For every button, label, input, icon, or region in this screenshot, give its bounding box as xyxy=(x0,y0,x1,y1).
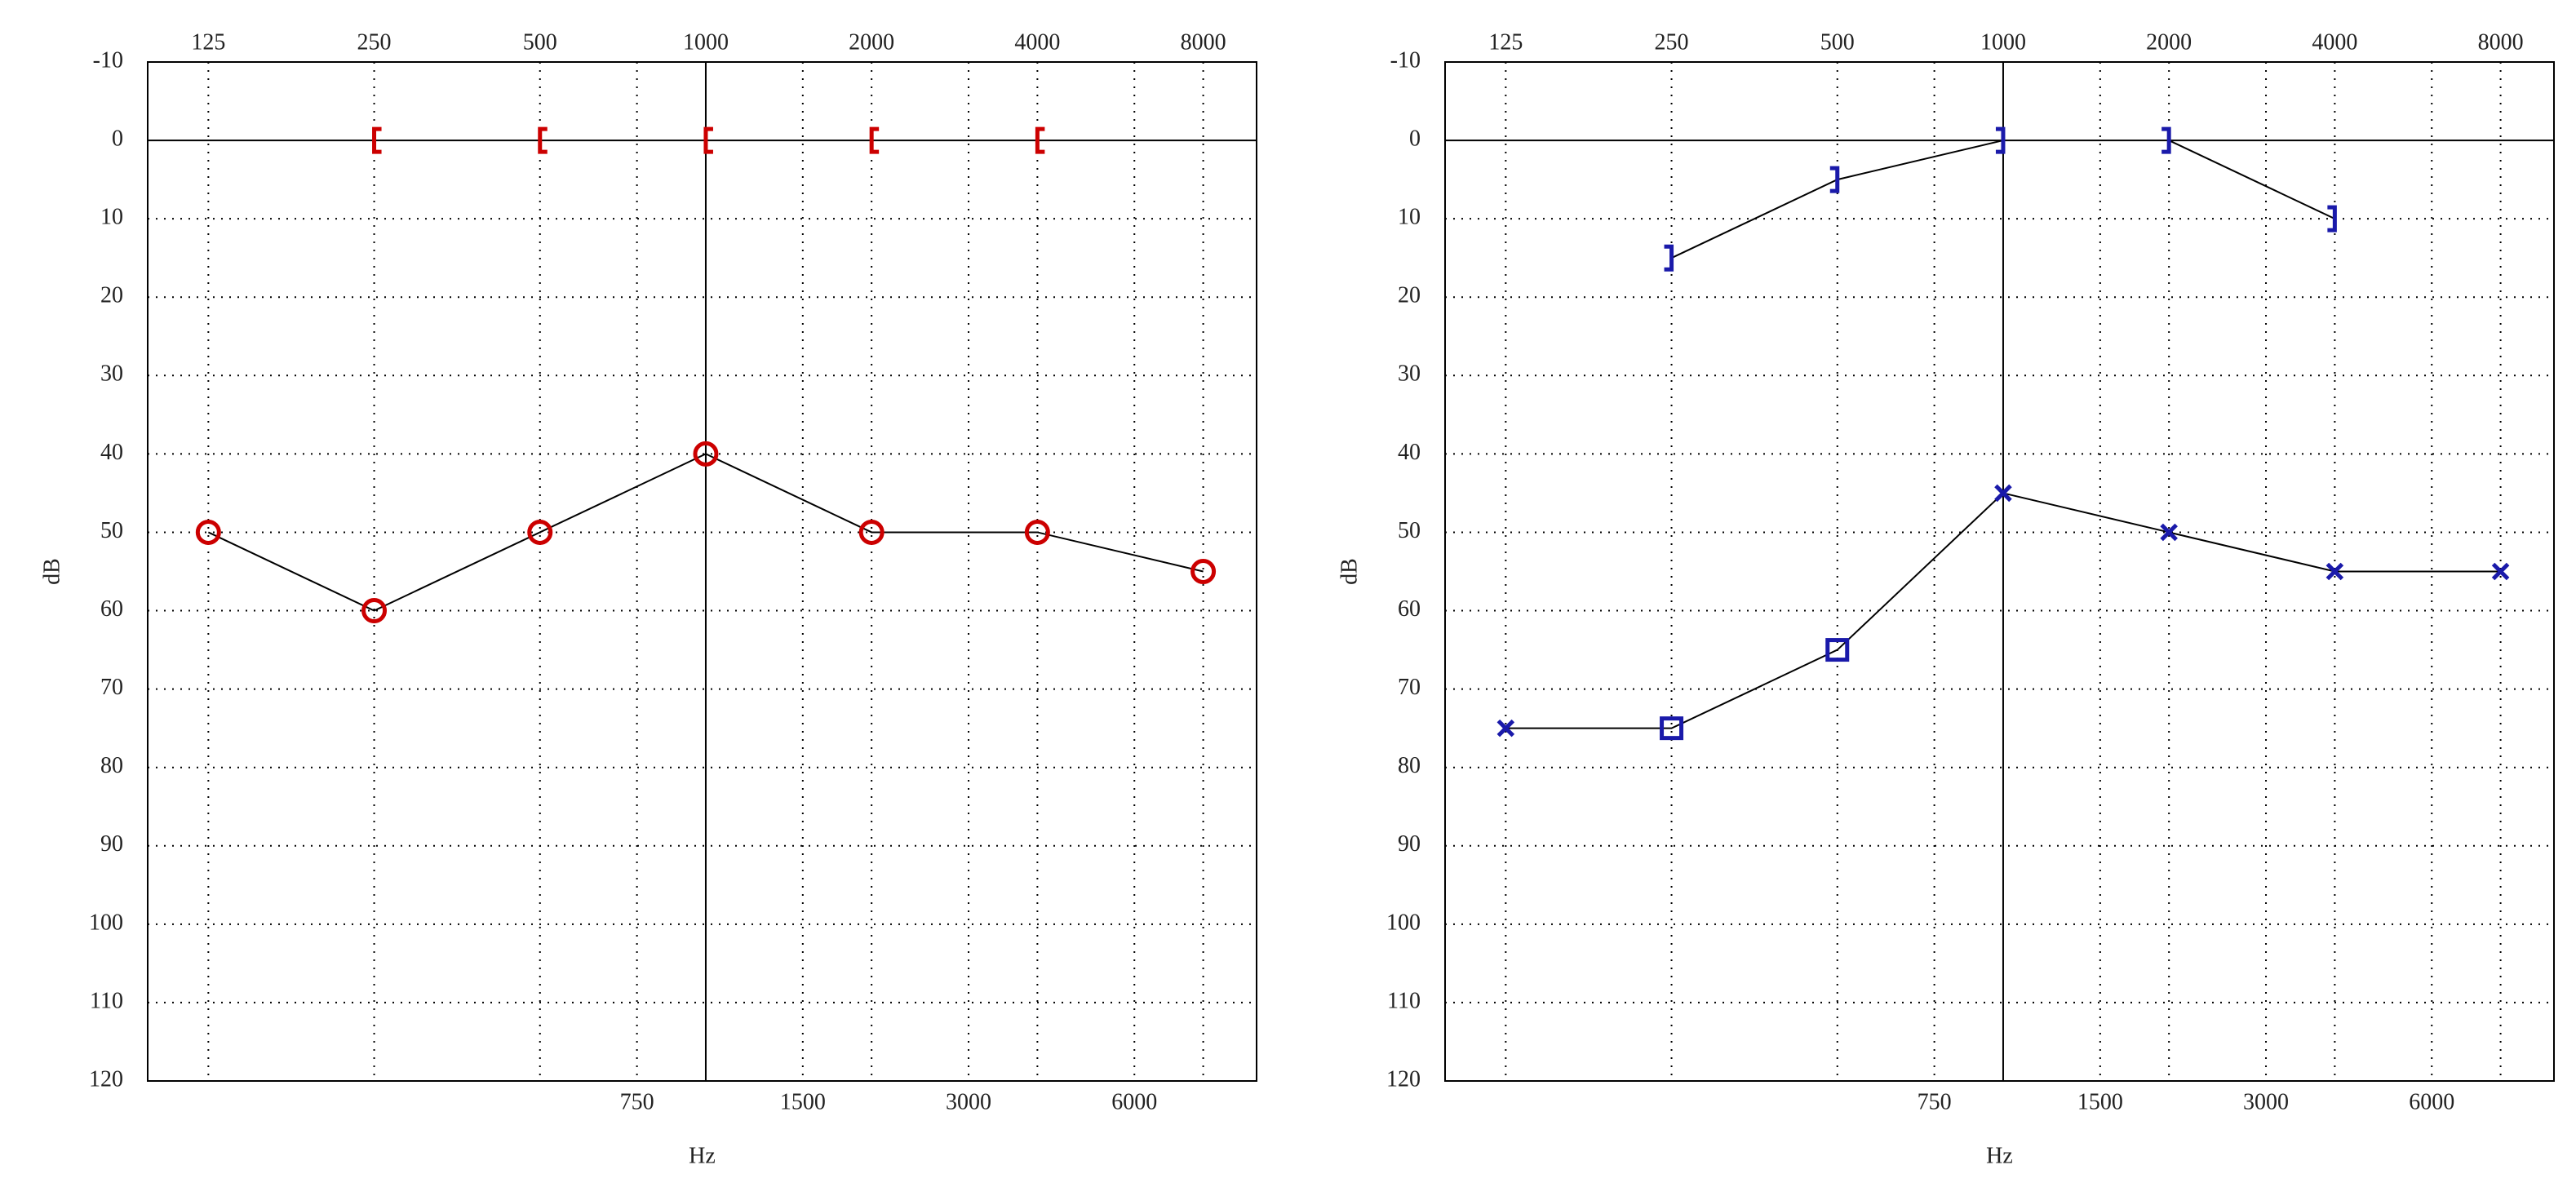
y-tick-label: 50 xyxy=(1398,518,1421,543)
y-tick-label: 120 xyxy=(1386,1066,1421,1092)
x-tick-label: 8000 xyxy=(1181,29,1226,55)
circle-marker xyxy=(1190,559,1217,584)
y-tick-label: 30 xyxy=(1398,361,1421,387)
y-tick-label: 0 xyxy=(112,126,123,151)
bracket-marker xyxy=(2327,205,2337,233)
x-marker xyxy=(2160,523,2178,542)
x-tick-label: 500 xyxy=(1820,29,1855,55)
x-tick-label: 1000 xyxy=(683,29,729,55)
bracket-marker xyxy=(1035,126,1045,154)
circle-marker xyxy=(527,519,553,545)
y-tick-label: 20 xyxy=(1398,283,1421,308)
x-marker xyxy=(2491,562,2510,581)
y-tick-label: 20 xyxy=(100,283,123,308)
series-line xyxy=(2168,140,2335,220)
x-minor-tick-label: 750 xyxy=(620,1089,654,1114)
y-tick-label: 80 xyxy=(100,753,123,778)
circle-marker xyxy=(693,441,719,467)
y-tick-label: 0 xyxy=(1409,126,1421,151)
y-axis-label: dB xyxy=(1337,558,1362,585)
x-axis-label: Hz xyxy=(1986,1143,2013,1168)
x-tick-label: 500 xyxy=(523,29,557,55)
x-minor-tick-label: 750 xyxy=(1918,1089,1952,1114)
circle-marker xyxy=(195,519,221,545)
y-tick-label: 110 xyxy=(90,988,123,1013)
y-tick-label: 40 xyxy=(1398,440,1421,465)
plot-area xyxy=(147,61,1257,1082)
x-tick-label: 125 xyxy=(191,29,225,55)
y-tick-label: -10 xyxy=(1390,47,1421,73)
y-tick-label: -10 xyxy=(93,47,123,73)
circle-marker xyxy=(1024,519,1050,545)
x-marker xyxy=(1496,719,1515,738)
x-marker xyxy=(2325,562,2344,581)
y-tick-label: 30 xyxy=(100,361,123,387)
bracket-marker xyxy=(538,126,548,154)
square-marker xyxy=(1660,716,1684,741)
square-marker xyxy=(1825,638,1850,662)
x-tick-label: 2000 xyxy=(2146,29,2192,55)
bracket-marker xyxy=(372,126,382,154)
bracket-marker xyxy=(1664,244,1674,272)
y-tick-label: 80 xyxy=(1398,753,1421,778)
y-tick-label: 100 xyxy=(1386,910,1421,935)
x-tick-label: 250 xyxy=(1655,29,1689,55)
bracket-marker xyxy=(1995,126,2006,154)
audiogram: -10 0 10 20 30 40 50 60 70 80 90 100 110 120 125 250 500… xyxy=(39,29,1257,1168)
x-tick-label: 4000 xyxy=(2312,29,2357,55)
x-minor-tick-label: 6000 xyxy=(1111,1089,1157,1114)
x-tick-label: 125 xyxy=(1488,29,1523,55)
x-tick-label: 2000 xyxy=(849,29,894,55)
x-minor-tick-label: 3000 xyxy=(2243,1089,2289,1114)
x-minor-tick-label: 6000 xyxy=(2409,1089,2454,1114)
bracket-marker xyxy=(869,126,880,154)
bracket-marker xyxy=(703,126,713,154)
y-tick-label: 90 xyxy=(1398,831,1421,857)
y-tick-label: 90 xyxy=(100,831,123,857)
y-tick-label: 100 xyxy=(89,910,123,935)
x-minor-tick-label: 3000 xyxy=(946,1089,991,1114)
y-tick-label: 70 xyxy=(100,675,123,700)
x-tick-label: 250 xyxy=(357,29,392,55)
x-tick-label: 8000 xyxy=(2478,29,2524,55)
bracket-marker xyxy=(1829,166,1840,193)
y-tick-label: 50 xyxy=(100,518,123,543)
y-tick-label: 110 xyxy=(1387,988,1421,1013)
y-axis-label: dB xyxy=(39,558,64,585)
audiogram: -10 0 10 20 30 40 50 60 70 80 90 100 110 120 125 250 500… xyxy=(1337,29,2555,1168)
y-tick-label: 10 xyxy=(100,205,123,230)
circle-marker xyxy=(361,598,388,624)
y-tick-label: 70 xyxy=(1398,675,1421,700)
x-marker xyxy=(1994,484,2012,503)
x-tick-label: 4000 xyxy=(1014,29,1060,55)
x-minor-tick-label: 1500 xyxy=(2077,1089,2123,1114)
bracket-marker xyxy=(2161,126,2171,154)
x-tick-label: 1000 xyxy=(1980,29,2026,55)
series-line xyxy=(207,453,1204,612)
y-tick-label: 40 xyxy=(100,440,123,465)
x-minor-tick-label: 1500 xyxy=(780,1089,826,1114)
circle-marker xyxy=(858,519,885,545)
y-tick-label: 60 xyxy=(100,596,123,622)
y-tick-label: 60 xyxy=(1398,596,1421,622)
y-tick-label: 120 xyxy=(89,1066,123,1092)
x-axis-label: Hz xyxy=(689,1143,716,1168)
y-tick-label: 10 xyxy=(1398,205,1421,230)
